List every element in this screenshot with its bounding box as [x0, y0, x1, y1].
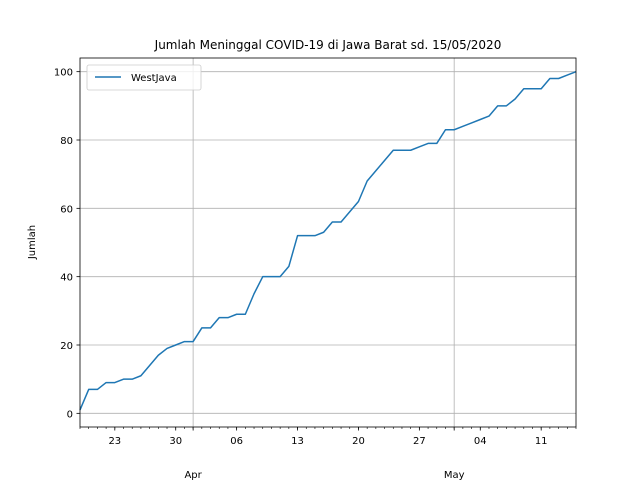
chart-title: Jumlah Meninggal COVID-19 di Jawa Barat …: [154, 38, 502, 52]
x-month-label: Apr: [184, 470, 202, 480]
x-tick-label: 30: [169, 436, 182, 447]
legend-box: [86, 64, 202, 91]
legend-entry-westjava: WestJava: [131, 73, 177, 84]
series-line-westjava: [79, 70, 577, 411]
x-tick-label: 23: [108, 436, 121, 447]
x-tick-label: 06: [230, 436, 243, 447]
y-axis: 0 20 40 60 80 100: [54, 68, 80, 420]
x-tick-label: 20: [352, 436, 365, 447]
y-tick-label: 100: [54, 68, 73, 79]
x-tick-label: 04: [474, 436, 487, 447]
y-tick-label: 0: [67, 409, 73, 420]
x-tick-label: 13: [291, 436, 304, 447]
x-axis: 23 30 06 13 20 27 04 11 Apr May: [79, 427, 577, 480]
gridlines: [80, 58, 576, 427]
y-tick-label: 40: [60, 273, 73, 284]
plot-area: 23 30 06 13 20 27 04 11 Apr May 0 20 40 60 80 100: [54, 57, 577, 480]
x-month-label: May: [444, 470, 465, 480]
x-tick-label: 11: [535, 436, 548, 447]
legend: WestJava: [86, 64, 202, 91]
y-tick-label: 20: [60, 341, 73, 352]
plot-frame: [79, 57, 577, 428]
y-tick-label: 80: [60, 136, 73, 147]
x-tick-label: 27: [413, 436, 426, 447]
y-tick-label: 60: [60, 204, 73, 215]
y-axis-label: Jumlah: [27, 225, 38, 260]
